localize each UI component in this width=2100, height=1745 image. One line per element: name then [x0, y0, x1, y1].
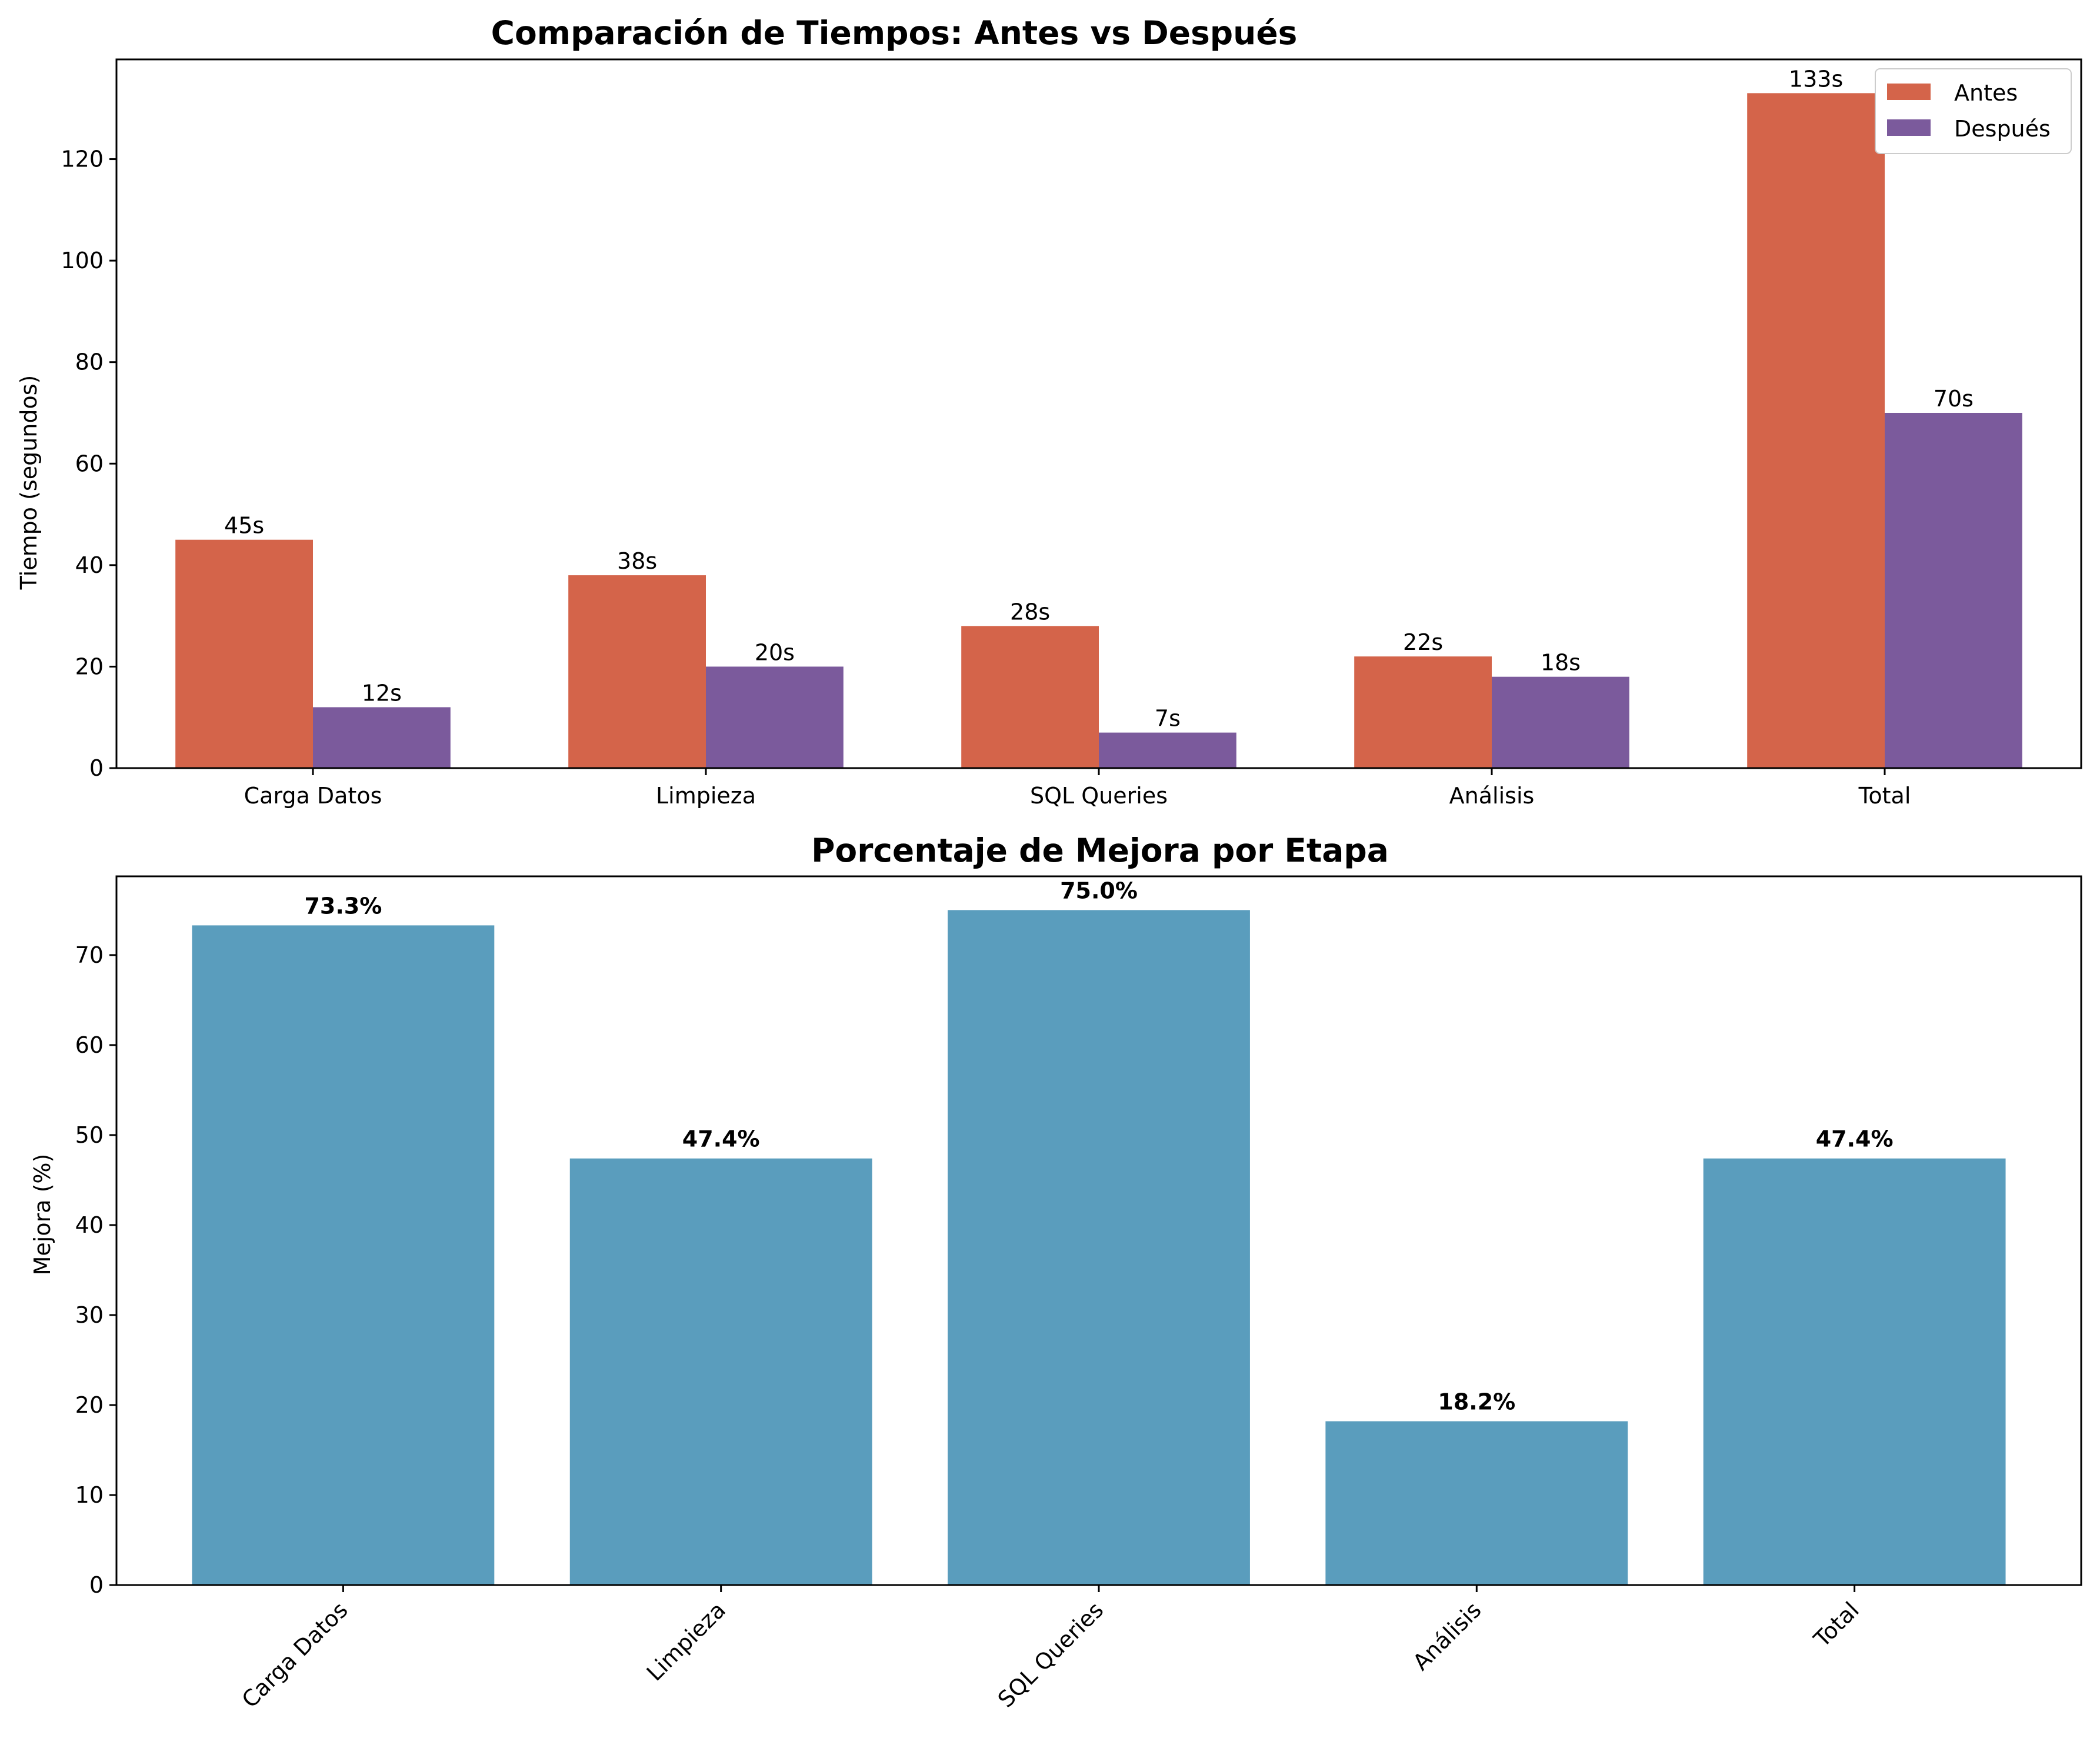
x-tick-label: Limpieza [642, 1597, 731, 1686]
x-tick-label: Total [1858, 783, 1911, 809]
legend-swatch-antes [1887, 84, 1931, 100]
data-label: 28s [1010, 599, 1050, 625]
data-label: 45s [224, 513, 264, 539]
data-label: 75.0% [1060, 877, 1138, 903]
y-tick-label: 40 [75, 552, 104, 578]
y-tick-label: 0 [89, 1572, 104, 1598]
data-label: 38s [617, 548, 657, 574]
y-tick-label: 120 [61, 146, 104, 172]
y-tick-label: 80 [75, 349, 104, 375]
bar-mejora-2 [948, 910, 1250, 1585]
y-tick-label: 20 [75, 653, 104, 679]
data-label: 20s [755, 639, 795, 665]
bar-antes-0 [175, 539, 313, 768]
bar-antes-1 [568, 575, 706, 768]
x-tick-label: Total [1808, 1597, 1864, 1653]
y-tick-label: 10 [75, 1482, 104, 1508]
y-tick-label: 30 [75, 1302, 104, 1328]
data-label: 18.2% [1438, 1389, 1515, 1415]
y-tick-label: 60 [75, 1032, 104, 1058]
chart-title: Comparación de Tiempos: Antes vs Después [491, 14, 1298, 52]
bar-despues-3 [1492, 676, 1629, 768]
y-tick-label: 0 [89, 755, 104, 781]
y-tick-label: 60 [75, 451, 104, 476]
bar-despues-4 [1885, 412, 2022, 768]
data-label: 47.4% [682, 1126, 760, 1152]
y-tick-label: 40 [75, 1212, 104, 1238]
bar-despues-2 [1099, 732, 1236, 768]
plot-frame [115, 58, 2082, 769]
bar-despues-0 [313, 707, 451, 768]
axis-ticks: Carga Datos Limpieza SQL Queries Análisis To… [61, 146, 1911, 809]
y-tick-label: 70 [75, 942, 104, 968]
data-label: 12s [362, 680, 402, 706]
data-label: 47.4% [1816, 1126, 1894, 1152]
x-tick-label: Carga Datos [244, 783, 382, 809]
legend: Antes Después [1875, 68, 2072, 154]
y-axis-label: Mejora (%) [29, 1154, 55, 1276]
bar-despues-1 [706, 666, 844, 768]
data-label: 73.3% [304, 893, 382, 919]
x-tick-label: SQL Queries [1030, 783, 1168, 809]
plot-frame [115, 875, 2082, 1586]
y-tick-label: 100 [61, 248, 104, 273]
bar-mejora-0 [192, 925, 495, 1585]
chart-mejora: Porcentaje de Mejora por Etapa Mejora (%… [29, 832, 2082, 1713]
bar-mejora-3 [1325, 1421, 1628, 1585]
x-tick-label: Carga Datos [237, 1597, 353, 1713]
legend-label-antes: Antes [1954, 80, 2018, 106]
bar-antes-2 [961, 626, 1099, 768]
y-tick-label: 20 [75, 1392, 104, 1418]
x-tick-label: Análisis [1408, 1597, 1486, 1675]
bars-group [192, 910, 2006, 1585]
x-tick-label: Análisis [1449, 783, 1535, 809]
y-axis-label: Tiempo (segundos) [16, 375, 42, 590]
legend-label-despues: Después [1954, 116, 2051, 142]
data-labels: 73.3% 47.4% 75.0% 18.2% 47.4% [304, 877, 1893, 1414]
bar-antes-3 [1354, 656, 1492, 768]
data-label: 18s [1541, 650, 1581, 676]
x-tick-label: SQL Queries [993, 1597, 1109, 1713]
data-label: 70s [1934, 386, 1974, 412]
x-tick-label: Limpieza [656, 783, 756, 809]
data-label: 133s [1789, 66, 1843, 92]
bar-mejora-1 [569, 1158, 872, 1585]
bar-mejora-4 [1703, 1158, 2006, 1585]
data-label: 7s [1155, 706, 1181, 732]
legend-swatch-despues [1887, 119, 1931, 136]
y-tick-label: 50 [75, 1122, 104, 1148]
data-label: 22s [1403, 629, 1443, 655]
chart-title: Porcentaje de Mejora por Etapa [811, 832, 1389, 869]
bars-group [175, 93, 2022, 768]
bar-antes-4 [1747, 93, 1885, 768]
chart-tiempos: Comparación de Tiempos: Antes vs Después… [16, 14, 2082, 809]
data-labels: 45s 38s 28s 22s 133s 12s 20s 7s 18s 70s [224, 66, 1974, 731]
